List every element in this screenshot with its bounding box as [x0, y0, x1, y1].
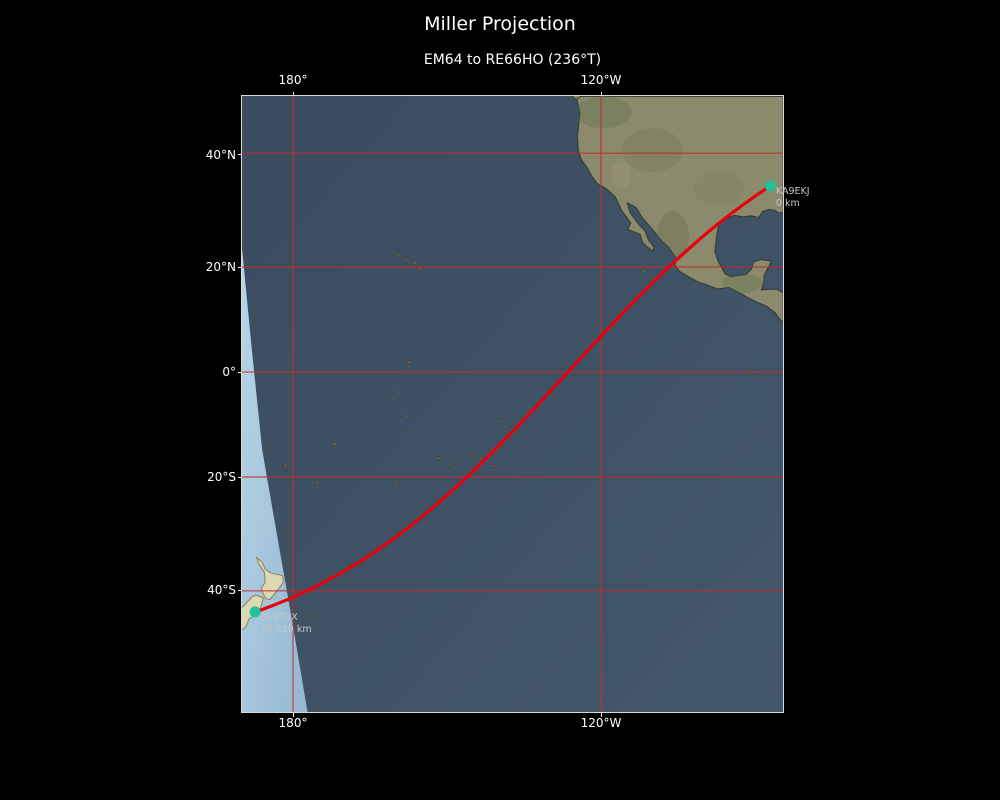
- island-dot: [396, 254, 401, 258]
- tick-mark: [237, 371, 242, 373]
- island-dot: [498, 419, 504, 423]
- great-circle-path: [253, 184, 773, 614]
- island-dot: [394, 481, 399, 486]
- ytick-label-0: 0°: [222, 365, 236, 379]
- land-shade-patch: [622, 128, 683, 173]
- island-dot: [502, 424, 508, 429]
- origin-annotation: KA9EKJ 0 km: [776, 186, 810, 210]
- land-shade-patch: [611, 160, 632, 189]
- figure-title: Miller Projection: [424, 13, 576, 35]
- xtick-label-top-180: 180°: [278, 73, 308, 87]
- tick-mark: [237, 477, 242, 478]
- tick-mark: [600, 91, 602, 96]
- land-vancouver-island: [571, 96, 582, 101]
- land-shading: [576, 96, 763, 294]
- island-dot: [308, 613, 314, 618]
- tick-mark: [237, 154, 242, 155]
- island-dot: [755, 374, 760, 378]
- island-dot: [332, 442, 337, 446]
- destination-annotation: ZL3TUX 13,310 km: [261, 612, 312, 636]
- land-shade-patch: [576, 96, 632, 129]
- ytick-label-40n: 40°N: [205, 148, 236, 162]
- tick-mark: [600, 712, 602, 717]
- island-dot: [436, 456, 441, 460]
- tick-mark: [237, 266, 242, 268]
- map-axes: [241, 95, 784, 713]
- tick-mark: [292, 712, 294, 717]
- destination-marker: [249, 606, 261, 618]
- island-dot: [492, 464, 497, 468]
- island-dot: [404, 414, 409, 418]
- origin-distance: 0 km: [775, 198, 800, 210]
- land-new-zealand-north: [256, 556, 284, 600]
- xtick-label-bottom-120w: 120°W: [580, 716, 622, 730]
- island-dot: [642, 269, 647, 273]
- island-dot: [283, 463, 288, 467]
- destination-callsign: ZL3TUX: [260, 612, 298, 624]
- island-dot: [403, 257, 409, 262]
- tick-mark: [237, 589, 242, 591]
- xtick-label-top-120w: 120°W: [580, 73, 622, 87]
- map-canvas: [242, 96, 783, 712]
- island-dot: [478, 456, 483, 460]
- island-dot: [470, 452, 475, 457]
- origin-callsign: KA9EKJ: [775, 186, 810, 198]
- land-shade-patch: [722, 273, 763, 294]
- island-dot: [397, 390, 402, 394]
- destination-distance: 13,310 km: [260, 624, 312, 636]
- island-dot: [315, 481, 320, 485]
- ytick-label-40s: 40°S: [207, 583, 236, 597]
- origin-marker: [764, 180, 776, 192]
- tick-mark: [292, 91, 294, 96]
- island-dot: [406, 360, 412, 364]
- island-dot: [417, 267, 422, 271]
- axes-title: EM64 to RE66HO (236°T): [423, 52, 602, 68]
- land-shade-patch: [693, 170, 746, 207]
- ytick-label-20s: 20°S: [207, 470, 236, 484]
- island-dot: [447, 462, 452, 466]
- ytick-label-20n: 20°N: [205, 260, 236, 274]
- xtick-label-bottom-180: 180°: [278, 716, 308, 730]
- island-dot: [412, 261, 417, 265]
